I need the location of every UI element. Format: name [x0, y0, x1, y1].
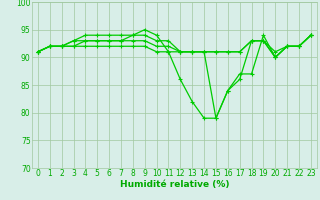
X-axis label: Humidité relative (%): Humidité relative (%)	[120, 180, 229, 189]
